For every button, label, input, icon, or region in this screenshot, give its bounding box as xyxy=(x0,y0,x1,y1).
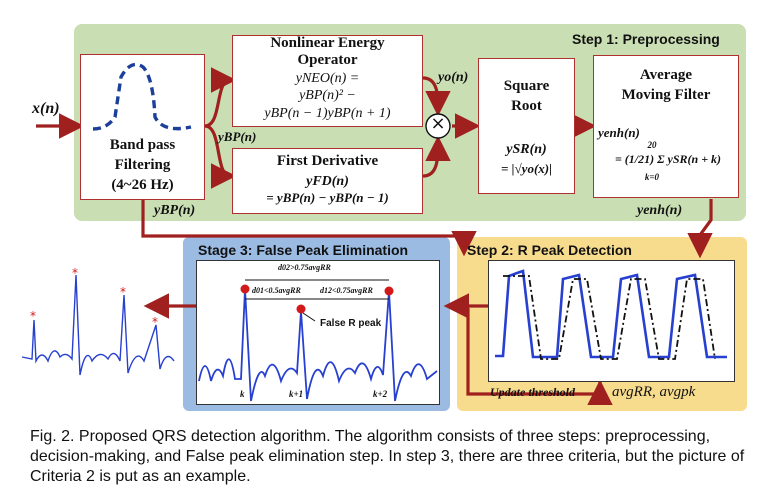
stage3-plot xyxy=(196,260,440,405)
stage3-title: Stage 3: False Peak Elimination xyxy=(198,242,409,258)
neo-to-mult xyxy=(422,76,451,117)
bandpass-box xyxy=(80,54,205,200)
bandpass-line2: Filtering xyxy=(114,157,171,173)
sqrt-eq-line1: ySR(n) xyxy=(506,142,547,157)
avg-title-line1: Average xyxy=(639,67,693,83)
d12-label: d12<0.75avgRR xyxy=(320,286,373,295)
step2-waveform xyxy=(495,269,727,360)
d01-label: d01<0.5avgRR xyxy=(252,286,301,295)
ybp-to-step2 xyxy=(141,199,477,257)
fd-eq-line1: yFD(n) xyxy=(306,174,349,189)
fd-to-mult xyxy=(422,135,451,178)
k2-label: k+2 xyxy=(373,389,388,399)
output-ecg: * * * * xyxy=(21,266,175,376)
bandpass-line1: Band pass xyxy=(109,137,176,153)
svg-text:*: * xyxy=(120,285,126,299)
sqrt-eq-line2: = |√yo(x)| xyxy=(501,161,552,176)
multiply-node xyxy=(425,113,451,139)
avg-title-line2: Moving Filter xyxy=(621,87,711,103)
k0-label: k xyxy=(240,389,245,399)
update-threshold-label: Update threshold xyxy=(490,385,576,399)
ybp-label-mid: yBP(n) xyxy=(218,129,257,144)
sqrt-title-line2: Root xyxy=(511,98,542,114)
neo-eq-line2: yBP(n)² − xyxy=(299,88,356,103)
step2-plot xyxy=(488,260,735,382)
avg-box xyxy=(593,55,739,198)
false-peak-label: False R peak xyxy=(320,318,382,329)
svg-text:*: * xyxy=(152,315,158,329)
d02-label: d02>0.75avgRR xyxy=(278,263,331,272)
avg-eq-line1: yenh(n) xyxy=(598,125,640,140)
svg-text:*: * xyxy=(30,309,36,323)
neo-title-line2: Operator xyxy=(297,52,358,68)
branch-lower xyxy=(204,124,237,189)
bandpass-curve-icon xyxy=(92,62,192,131)
neo-box xyxy=(232,35,423,127)
fd-title: First Derivative xyxy=(276,153,379,169)
neo-eq-line1: yNEO(n) = xyxy=(295,71,360,86)
step2-title: Step 2: R Peak Detection xyxy=(467,242,632,258)
fd-box xyxy=(232,148,423,214)
fd-eq-line2: = yBP(n) − yBP(n − 1) xyxy=(266,190,389,205)
avg-eq-line2: = (1/21) Σ ySR(n + k) xyxy=(614,152,722,166)
figure: × Step 1: Preprocessing x(n) Band pass F… xyxy=(21,24,747,411)
yenh-label: yenh(n) xyxy=(637,203,683,218)
input-label: x(n) xyxy=(32,100,60,117)
avg-sum-bottom: k=0 xyxy=(644,172,660,182)
multiply-symbol: × xyxy=(430,113,446,134)
svg-text:*: * xyxy=(72,266,78,280)
avg-to-step2 xyxy=(687,199,713,259)
bandpass-line3: (4~26 Hz) xyxy=(111,177,174,193)
ybp-label-bottom: yBP(n) xyxy=(154,203,196,218)
branch-upper xyxy=(204,67,237,128)
connectors xyxy=(36,67,713,406)
avg-sum-top: 20 xyxy=(647,140,657,150)
yo-label: yo(n) xyxy=(438,70,469,85)
neo-title-line1: Nonlinear Energy xyxy=(270,35,385,51)
k1-label: k+1 xyxy=(289,389,304,399)
stage3-waveform xyxy=(198,279,438,402)
neo-eq-line3: yBP(n − 1)yBP(n + 1) xyxy=(264,106,391,121)
figure-caption: Fig. 2. Proposed QRS detection algorithm… xyxy=(30,428,745,485)
step1-title: Step 1: Preprocessing xyxy=(572,31,720,47)
sqrt-title-line1: Square xyxy=(503,78,550,94)
sqrt-box xyxy=(478,58,575,194)
avg-rr-pk-label: avgRR, avgpk xyxy=(612,384,696,400)
